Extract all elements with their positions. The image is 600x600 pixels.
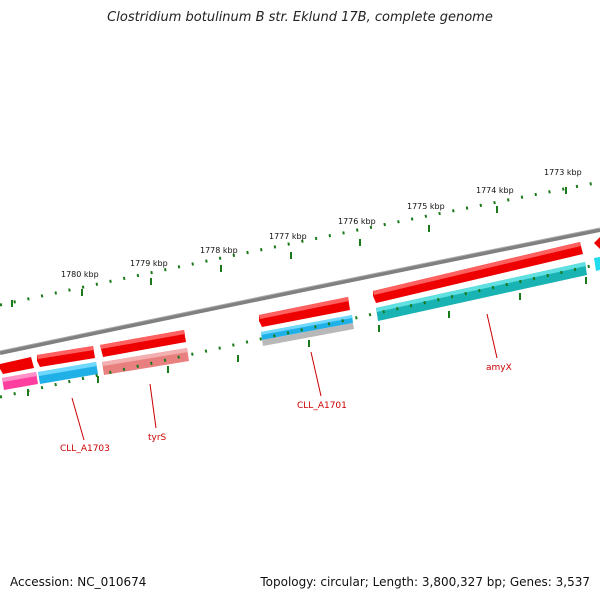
kbp-label-1777: 1777 kbp [269,232,307,241]
kbp-label-1773: 1773 kbp [544,168,582,177]
outer-tick-ring [0,180,600,307]
genome-backbone [0,228,600,355]
cds-cyan [594,257,600,271]
cds-features [2,257,600,390]
kbp-label-1776: 1776 kbp [338,217,376,226]
outer-major-ticks [11,187,567,307]
gene-label-cll-a1701: CLL_A1701 [297,401,347,411]
kbp-label-1778: 1778 kbp [200,246,238,255]
cds-gray [262,323,354,346]
gene-arrow [594,237,600,249]
inner-major-ticks [27,277,587,396]
kbp-label-1779: 1779 kbp [130,259,168,268]
gene-label-cll-a1703: CLL_A1703 [60,444,110,454]
gene-arrow [0,357,34,374]
forward-genes [0,237,600,374]
gene-label-tyrs: tyrS [148,433,167,443]
kbp-label-1774: 1774 kbp [476,186,514,195]
gene-label-amyx: amyX [486,363,512,373]
label-leaders [71,313,498,441]
kbp-label-1775: 1775 kbp [407,202,445,211]
map-title: Clostridium botulinum B str. Eklund 17B,… [107,10,493,25]
accession-text: Accession: NC_010674 [10,575,147,589]
kbp-label-1780: 1780 kbp [61,270,99,279]
topology-text: Topology: circular; Length: 3,800,327 bp… [260,575,590,589]
